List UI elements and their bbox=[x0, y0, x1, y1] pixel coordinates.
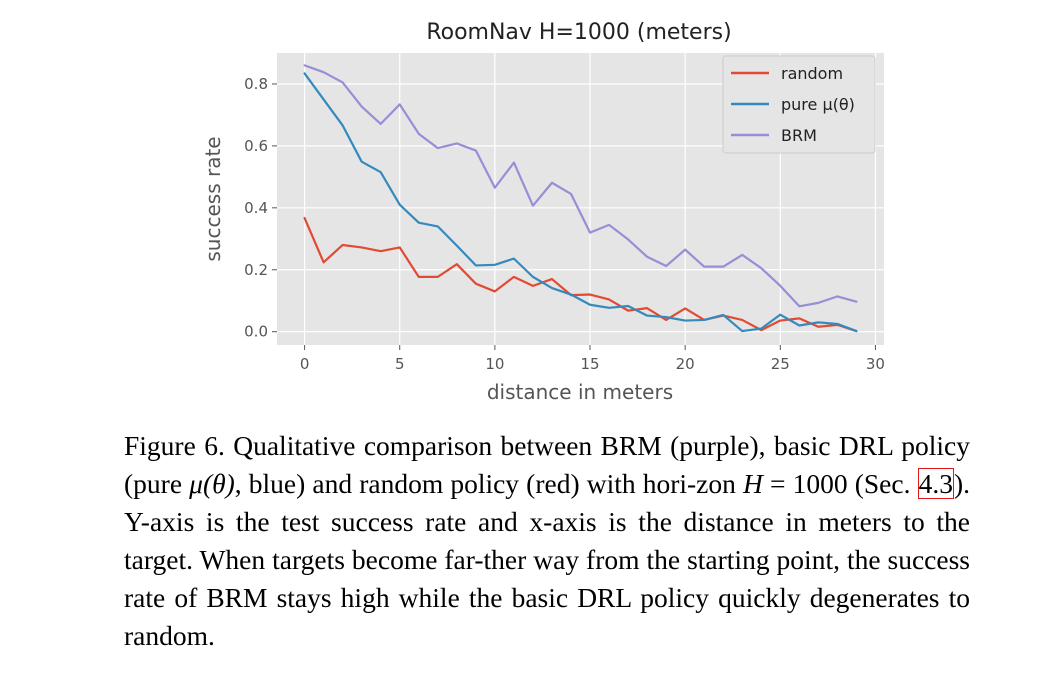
figure-caption: Figure 6. Qualitative comparison between… bbox=[124, 427, 970, 655]
legend-label-pure-mu-theta: pure μ(θ) bbox=[781, 95, 855, 114]
caption-text-1: Figure 6. Qualitative comparison between… bbox=[124, 430, 970, 499]
x-tick-label: 20 bbox=[676, 355, 695, 373]
y-tick-label: 0.2 bbox=[244, 261, 268, 279]
x-tick-label: 25 bbox=[771, 355, 790, 373]
series-line-pure-mu-theta bbox=[303, 72, 858, 333]
figure: RoomNav H=1000 (meters) 0 5 10 15 20 25 30 0.0… bbox=[201, 20, 885, 404]
x-tick-label: 15 bbox=[580, 355, 599, 373]
caption-text-4: ). Y-axis is the test success rate and x… bbox=[124, 468, 970, 651]
x-axis-ticks: 0 5 10 15 20 25 30 bbox=[300, 345, 885, 373]
caption-math-h: H bbox=[743, 468, 763, 499]
series-lines bbox=[303, 64, 858, 333]
caption-text-2: , blue) and random policy (red) with hor… bbox=[234, 468, 743, 499]
y-tick-label: 0.8 bbox=[244, 75, 268, 93]
legend-label-brm: BRM bbox=[781, 126, 817, 145]
line-chart: RoomNav H=1000 (meters) 0 5 10 15 20 25 30 0.0… bbox=[201, 20, 885, 404]
y-tick-label: 0.4 bbox=[244, 199, 268, 217]
x-tick-label: 0 bbox=[300, 355, 310, 373]
legend-box bbox=[722, 55, 876, 154]
legend-label-random: random bbox=[781, 64, 843, 83]
y-axis-ticks: 0.0 0.2 0.4 0.6 0.8 bbox=[244, 75, 277, 341]
y-tick-label: 0.6 bbox=[244, 137, 268, 155]
x-axis-label: distance in meters bbox=[487, 380, 673, 404]
legend: random pure μ(θ) BRM bbox=[722, 55, 876, 154]
caption-math-mu-theta: μ(θ) bbox=[189, 468, 235, 499]
x-tick-label: 10 bbox=[485, 355, 504, 373]
x-tick-label: 5 bbox=[395, 355, 405, 373]
series-line-brm bbox=[303, 64, 858, 308]
y-tick-label: 0.0 bbox=[244, 323, 268, 341]
series-line-random bbox=[303, 216, 858, 333]
y-axis-label: success rate bbox=[201, 136, 225, 261]
caption-text-3: = 1000 (Sec. bbox=[762, 468, 918, 499]
x-tick-label: 30 bbox=[866, 355, 885, 373]
section-reference-link[interactable]: 4.3 bbox=[917, 468, 954, 499]
chart-title: RoomNav H=1000 (meters) bbox=[426, 20, 731, 45]
